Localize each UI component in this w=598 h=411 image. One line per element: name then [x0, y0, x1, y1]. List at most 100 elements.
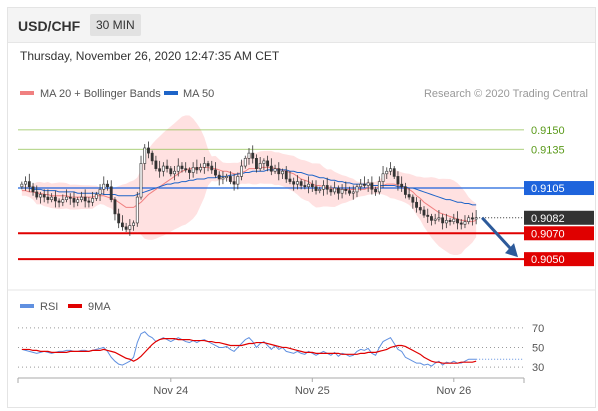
candle: [42, 189, 46, 203]
candle: [307, 176, 310, 194]
candle: [39, 191, 42, 204]
support-label-0.9050: 0.9050: [531, 254, 565, 266]
candle-body: [27, 181, 31, 188]
candle-body: [292, 181, 296, 185]
candle-body: [314, 186, 318, 191]
candle: [400, 176, 404, 192]
candle-body: [169, 168, 173, 175]
candle-body: [411, 196, 415, 203]
candle: [359, 178, 363, 191]
candle-body: [176, 165, 180, 172]
candle-body: [448, 220, 452, 222]
candle: [35, 185, 39, 200]
candle: [139, 155, 143, 200]
candle-body: [72, 198, 76, 203]
candle: [228, 171, 232, 185]
candle: [415, 197, 418, 213]
candle: [437, 210, 441, 222]
time-tick-label-Nov 25: Nov 25: [295, 385, 330, 397]
candle-body: [24, 181, 28, 185]
candle: [411, 194, 415, 209]
candle: [214, 162, 217, 178]
candle-body: [463, 221, 467, 225]
time-axis: Nov 24 Nov 25 Nov 26: [17, 377, 525, 397]
candle: [87, 197, 91, 208]
candle: [459, 219, 463, 230]
candle-body: [80, 196, 83, 200]
candle: [236, 172, 240, 190]
candle-body: [336, 187, 340, 194]
candle-body: [42, 194, 46, 198]
candle-body: [94, 194, 98, 199]
candle-body: [35, 191, 39, 198]
candle-body: [225, 176, 229, 178]
candle: [247, 147, 251, 165]
candle: [426, 208, 430, 223]
time-tick-label-Nov 24: Nov 24: [153, 385, 188, 397]
rsi-ma-legend-label: 9MA: [88, 301, 111, 313]
candle: [299, 178, 303, 190]
candle: [470, 212, 474, 226]
support-tag-0.9070: [524, 226, 594, 241]
candle-body: [191, 167, 195, 173]
candle-body: [281, 170, 284, 175]
candle: [292, 177, 296, 191]
candle: [24, 176, 28, 191]
candle-body: [288, 178, 292, 182]
candle-body: [381, 173, 385, 182]
candle-body: [374, 189, 378, 193]
candle: [191, 162, 195, 178]
rsi-legend: RSI 9MA: [20, 301, 111, 313]
candle: [217, 171, 221, 186]
candle-body: [400, 183, 404, 188]
candle: [98, 184, 102, 201]
pivot-tag-0.9105: [524, 181, 594, 196]
candle: [117, 208, 121, 229]
candle: [180, 162, 184, 173]
candle-body: [344, 189, 348, 191]
candle: [20, 181, 24, 190]
pivot-label-0.9105: 0.9105: [531, 183, 565, 195]
candle-body: [109, 186, 113, 200]
candle-body: [359, 183, 363, 188]
candle-body: [467, 217, 471, 222]
candle: [83, 189, 87, 208]
price-panel: 0.9150 0.9135 0.9105 0.9082 0.9070 0.9050: [18, 115, 594, 267]
candle-body: [385, 170, 389, 175]
candle: [210, 160, 214, 174]
candle: [255, 154, 258, 173]
candle: [452, 213, 456, 225]
candle-body: [355, 186, 359, 193]
candle-body: [128, 225, 132, 230]
candle: [467, 215, 471, 225]
candle: [184, 162, 188, 173]
candle: [232, 173, 236, 191]
candle: [381, 166, 385, 189]
candle-body: [143, 147, 147, 164]
candle: [124, 222, 128, 232]
candle: [102, 176, 106, 195]
candle-body: [299, 181, 303, 186]
symbol-title: USD/CHF: [18, 18, 81, 34]
candle-body: [57, 200, 61, 203]
candle-body: [214, 169, 217, 176]
chart-frame: USD/CHF 30 MIN Thursday, November 26, 20…: [7, 7, 596, 408]
candle-body: [195, 167, 199, 171]
candle: [355, 184, 359, 198]
candle-body: [243, 158, 247, 167]
price-legend: MA 20 + Bollinger Bands MA 50 Research ©…: [20, 88, 588, 100]
candle: [68, 193, 72, 205]
candle-body: [322, 185, 325, 190]
candle-body: [273, 168, 277, 172]
candle-body: [31, 186, 35, 193]
candle-body: [53, 196, 57, 202]
candle: [202, 157, 206, 174]
support-label-0.9070: 0.9070: [531, 228, 565, 240]
candle: [303, 180, 307, 190]
timeframe-button[interactable]: 30 MIN: [90, 14, 141, 36]
candle: [206, 160, 210, 172]
candle-body: [430, 216, 433, 221]
candle: [444, 213, 448, 229]
candle: [295, 175, 299, 190]
candle: [348, 186, 351, 196]
